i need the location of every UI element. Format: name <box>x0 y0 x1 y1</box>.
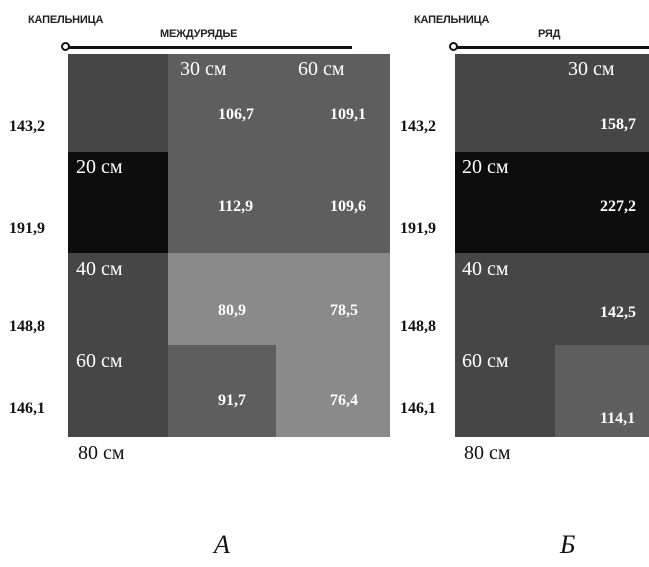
row-value: 148,8 <box>9 318 45 335</box>
col-label-30: 30 см <box>568 58 615 80</box>
cell-value: 112,9 <box>218 198 254 215</box>
depth-label-80: 80 см <box>464 442 511 464</box>
depth-cell-20-40 <box>455 152 555 253</box>
panel-b: КАПЕЛЬНИЦА РЯД 30 см 20 см 40 см 60 см 8… <box>400 0 649 567</box>
cell-value: 109,1 <box>330 106 366 123</box>
depth-cell-40-80 <box>68 253 168 437</box>
row-value: 148,8 <box>400 318 436 335</box>
drip-pipe <box>454 46 649 49</box>
row-value: 143,2 <box>400 118 436 135</box>
cell-value: 91,7 <box>218 392 246 409</box>
heat-block-corner <box>168 345 276 437</box>
depth-cell-20-40 <box>68 152 168 253</box>
cell-value: 76,4 <box>330 392 358 409</box>
cell-value: 106,7 <box>218 106 254 123</box>
depth-label-60: 60 см <box>76 350 123 372</box>
cell-value: 114,1 <box>600 410 636 427</box>
panel-caption: А <box>214 530 230 559</box>
row-value: 143,2 <box>9 118 45 135</box>
dripper-icon <box>61 42 70 51</box>
heat-cell-20-40 <box>555 152 649 253</box>
col-label-60: 60 см <box>298 58 345 80</box>
depth-label-40: 40 см <box>76 258 123 280</box>
row-value: 146,1 <box>9 400 45 417</box>
cell-value: 80,9 <box>218 302 246 319</box>
cell-value: 78,5 <box>330 302 358 319</box>
header-dripper: КАПЕЛЬНИЦА <box>28 14 104 26</box>
depth-cell-40-80 <box>455 253 555 437</box>
header-dripper: КАПЕЛЬНИЦА <box>414 14 490 26</box>
row-value: 191,9 <box>9 220 45 237</box>
cell-value: 109,6 <box>330 198 366 215</box>
heat-block-upper <box>168 54 390 253</box>
drip-pipe <box>66 46 352 49</box>
depth-label-20: 20 см <box>76 156 123 178</box>
header-row: РЯД <box>538 28 561 40</box>
heat-cell-60-80 <box>555 345 649 437</box>
cell-value: 142,5 <box>600 304 636 321</box>
panel-caption: Б <box>560 530 576 559</box>
dripper-icon <box>449 42 458 51</box>
row-value: 146,1 <box>400 400 436 417</box>
header-interrow: МЕЖДУРЯДЬЕ <box>160 28 238 40</box>
depth-label-60: 60 см <box>462 350 509 372</box>
depth-cell-0-20 <box>68 54 168 152</box>
col-label-30: 30 см <box>180 58 227 80</box>
depth-label-40: 40 см <box>462 258 509 280</box>
panel-a: КАПЕЛЬНИЦА МЕЖДУРЯДЬЕ 30 см 60 см 20 см … <box>9 14 390 559</box>
cell-value: 227,2 <box>600 198 636 215</box>
depth-label-80: 80 см <box>78 442 125 464</box>
heat-cell-40-60 <box>555 253 649 345</box>
heat-cell-0-20 <box>555 54 649 152</box>
row-value: 191,9 <box>400 220 436 237</box>
cell-value: 158,7 <box>600 116 636 133</box>
depth-cell-0-20 <box>455 54 555 152</box>
depth-label-20: 20 см <box>462 156 509 178</box>
